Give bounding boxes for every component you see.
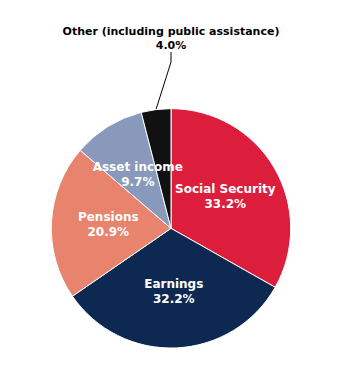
svg-text:Earnings: Earnings — [144, 277, 203, 291]
svg-text:Social Security: Social Security — [175, 182, 276, 196]
svg-text:Pensions: Pensions — [78, 210, 139, 224]
svg-text:9.7%: 9.7% — [121, 175, 154, 189]
svg-text:4.0%: 4.0% — [156, 39, 187, 52]
svg-text:Asset income: Asset income — [93, 160, 183, 174]
svg-text:33.2%: 33.2% — [204, 197, 246, 211]
svg-text:Other (including public assist: Other (including public assistance) — [63, 25, 280, 38]
svg-text:32.2%: 32.2% — [153, 292, 195, 306]
svg-text:20.9%: 20.9% — [87, 225, 129, 239]
